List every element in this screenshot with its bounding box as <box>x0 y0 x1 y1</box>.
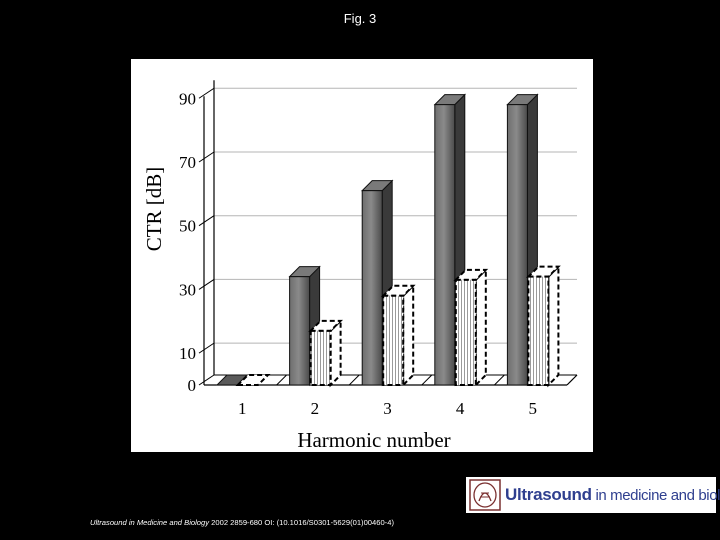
bar-solid-5-front <box>506 104 528 386</box>
y-tick-mark <box>198 279 215 290</box>
bar-hatched-4 <box>453 267 489 388</box>
y-tick-label: 90 <box>179 89 196 108</box>
bar-hatched-2-top <box>308 319 344 332</box>
bar-hatched-2-side <box>329 318 342 388</box>
bar-hatched-3-front <box>382 294 405 387</box>
labels-layer: 0 10 30 50 70 90 1 2 3 4 5 <box>179 89 537 418</box>
bar-hatched-5-front <box>527 275 550 386</box>
bar-hatched-1 <box>235 374 271 386</box>
bar-hatched-4-side <box>474 267 487 388</box>
bar-hatched-5-side <box>547 264 560 388</box>
y-tick-mark <box>198 151 215 163</box>
citation: Ultrasound in Medicine and Biology 2002 … <box>90 518 394 527</box>
y-tick-label: 70 <box>179 153 196 172</box>
bar-hatched-3-side <box>402 283 415 388</box>
y-tick-label: 10 <box>179 344 196 363</box>
bar-hatched-4-top <box>453 268 489 281</box>
journal-logo: Ultrasound in medicine and biology <box>466 477 720 513</box>
bars-layer <box>215 93 561 388</box>
bar-hatched-2-front <box>309 329 332 387</box>
y-tick-label: 30 <box>179 280 196 299</box>
bar-hatched-3-top <box>380 284 416 297</box>
bar-hatched-5 <box>525 264 561 388</box>
x-tick-label: 4 <box>456 399 465 418</box>
bar-chart: 0 10 30 50 70 90 1 2 3 4 5 CTR [dB] Harmonic numbe… <box>142 80 578 452</box>
x-tick-label: 5 <box>528 399 537 418</box>
y-tick-mark <box>198 342 215 354</box>
bar-hatched-4-front <box>454 278 477 386</box>
journal-emblem-icon <box>469 479 501 511</box>
y-axis-title: CTR [dB] <box>142 167 166 252</box>
citation-details: 2002 2859-680 OI: (10.1016/S0301-5629(01… <box>209 518 394 527</box>
citation-journal: Ultrasound in Medicine and Biology <box>90 518 210 527</box>
logo-text-rest: in medicine and biology <box>595 487 720 504</box>
y-tick-label: 50 <box>179 217 196 236</box>
floor-divider <box>348 374 360 386</box>
bar-solid-4-front <box>434 104 456 386</box>
floor-divider <box>421 374 433 386</box>
bar-hatched-2 <box>308 318 344 388</box>
x-axis-depth <box>566 374 578 386</box>
chart-panel: 0 10 30 50 70 90 1 2 3 4 5 CTR [dB] Harmonic numbe… <box>131 59 593 452</box>
y-tick-label: 0 <box>188 376 197 395</box>
y-tick-mark <box>198 87 215 99</box>
y-tick-mark <box>198 215 215 227</box>
journal-logo-text: Ultrasound in medicine and biology <box>505 485 720 505</box>
floor-divider <box>494 374 505 386</box>
x-tick-label: 1 <box>238 399 247 418</box>
logo-text-strong: Ultrasound <box>505 485 592 504</box>
y-tick-mark <box>198 374 215 386</box>
bar-solid-2-front <box>289 276 311 386</box>
x-tick-label: 3 <box>383 399 392 418</box>
bar-hatched-3 <box>380 283 416 388</box>
bar-solid-3-front <box>361 190 383 386</box>
x-tick-label: 2 <box>311 399 320 418</box>
figure-title: Fig. 3 <box>343 11 377 26</box>
bar-hatched-1-top <box>235 374 271 386</box>
floor-divider <box>276 374 287 386</box>
x-axis-title: Harmonic number <box>297 428 450 452</box>
